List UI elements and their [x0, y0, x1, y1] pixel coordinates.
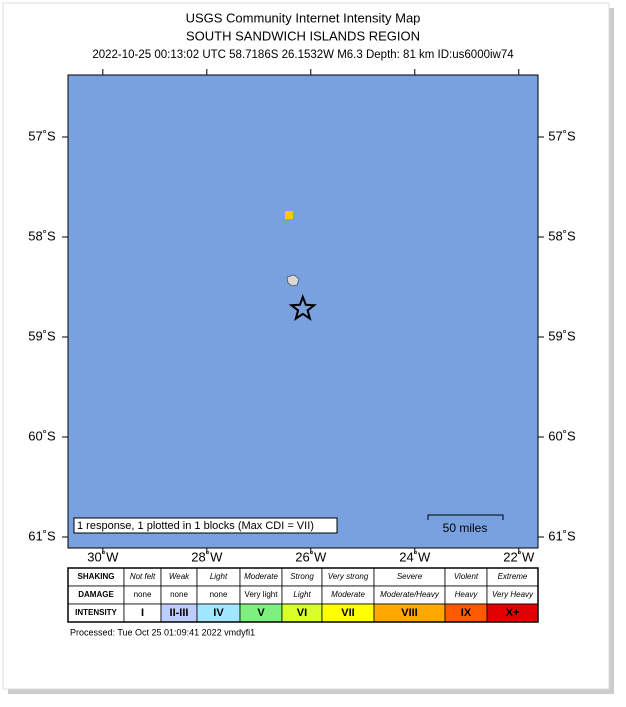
lon-label: 28˚W	[191, 549, 223, 564]
lat-label: 61˚S	[548, 528, 576, 543]
legend-text: IX	[461, 607, 472, 619]
legend-text: Heavy	[455, 590, 479, 599]
note-box	[73, 517, 338, 534]
lat-label: 59˚S	[548, 328, 576, 343]
lat-label: 58˚S	[28, 228, 56, 243]
legend-text: Very strong	[328, 572, 369, 581]
legend-row-label: SHAKING	[78, 572, 115, 581]
scale-bar	[427, 514, 504, 520]
legend-text: Moderate	[331, 590, 365, 599]
legend-text: II-III	[170, 607, 189, 619]
legend-text: I	[141, 607, 144, 619]
lat-label: 60˚S	[28, 428, 56, 443]
legend-text: none	[170, 590, 188, 599]
legend-text: none	[210, 590, 228, 599]
legend-text: Not felt	[130, 572, 156, 581]
legend-text: VI	[297, 607, 307, 619]
response-note: 1 response, 1 plotted in 1 blocks (Max C…	[77, 520, 314, 532]
water	[67, 74, 539, 549]
legend-text: Moderate/Heavy	[380, 590, 440, 599]
legend-row-label: INTENSITY	[75, 608, 117, 617]
lat-label: 59˚S	[28, 328, 56, 343]
legend-border	[67, 567, 539, 623]
legend-text: none	[134, 590, 152, 599]
lat-label: 60˚S	[548, 428, 576, 443]
legend-text: Very Heavy	[492, 590, 534, 599]
legend-text: VII	[341, 607, 354, 619]
epicenter	[288, 294, 317, 321]
lat-label: 61˚S	[28, 528, 56, 543]
cdi-block	[284, 211, 293, 219]
legend-text: Strong	[290, 572, 314, 581]
lat-label: 58˚S	[548, 228, 576, 243]
legend-text: Light	[210, 572, 228, 581]
lat-label: 57˚S	[548, 128, 576, 143]
legend-text: Violent	[454, 572, 479, 581]
legend-text: IV	[213, 607, 224, 619]
legend-text: V	[257, 607, 265, 619]
scale-label: 50 miles	[443, 521, 488, 535]
legend-text: Light	[293, 590, 311, 599]
legend-text: VIII	[401, 607, 418, 619]
lon-label: 30˚W	[87, 549, 119, 564]
legend-text: Very light	[245, 590, 279, 599]
lon-label: 26˚W	[295, 549, 327, 564]
island	[286, 274, 300, 287]
lon-label: 22˚W	[503, 549, 535, 564]
lat-label: 57˚S	[28, 128, 56, 143]
subtitle: SOUTH SANDWICH ISLANDS REGION	[186, 28, 420, 43]
legend-text: X+	[506, 607, 520, 619]
legend-text: Weak	[169, 572, 190, 581]
footer: Processed: Tue Oct 25 01:09:41 2022 vmdy…	[70, 627, 255, 637]
legend-row-label: DAMAGE	[78, 590, 114, 599]
legend-text: Severe	[397, 572, 423, 581]
legend-text: Extreme	[498, 572, 528, 581]
lon-label: 24˚W	[399, 549, 431, 564]
legend-text: Moderate	[244, 572, 278, 581]
event-line: 2022-10-25 00:13:02 UTC 58.7186S 26.1532…	[92, 49, 514, 61]
title: USGS Community Internet Intensity Map	[186, 10, 421, 25]
